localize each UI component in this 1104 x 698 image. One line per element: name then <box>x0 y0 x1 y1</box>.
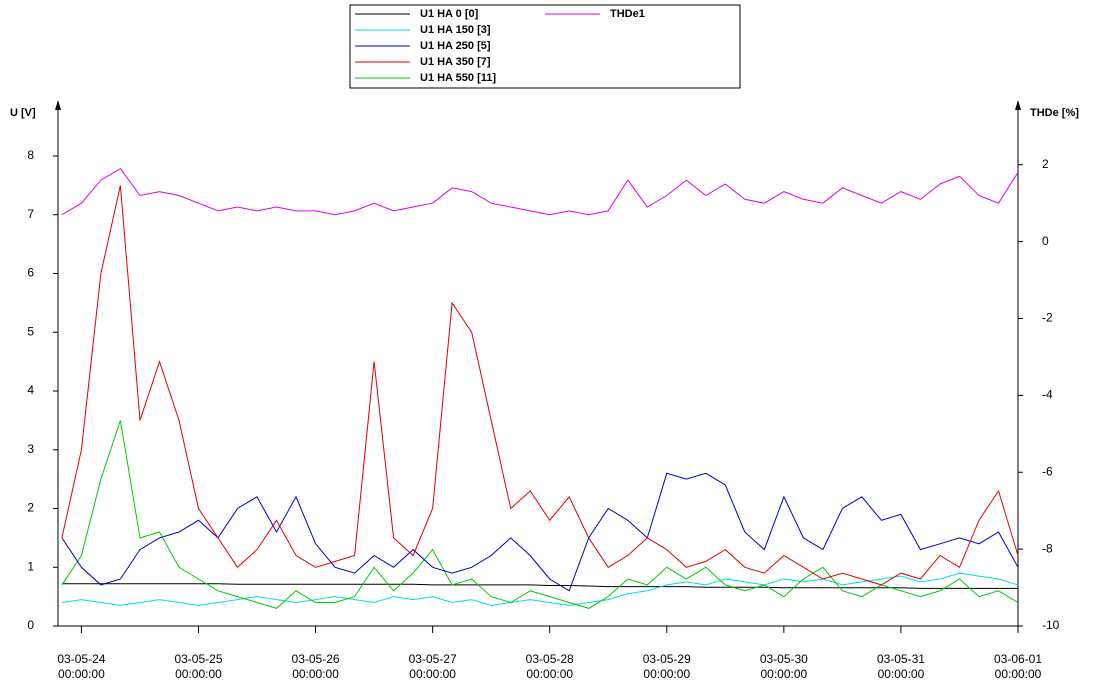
y2-tick-label: 0 <box>1042 234 1049 248</box>
x-tick-label: 03-05-31 00:00:00 <box>876 652 925 681</box>
legend-label: U1 HA 250 [5] <box>420 40 491 52</box>
x-tick-label: 03-06-01 00:00:00 <box>993 652 1043 681</box>
y2-tick-label: -2 <box>1042 311 1053 325</box>
x-tick-label: 03-05-29 00:00:00 <box>642 652 691 681</box>
x-tick-label: 03-05-24 00:00:00 <box>57 652 106 681</box>
x-tick-label: 03-05-28 00:00:00 <box>525 652 574 681</box>
y2-tick-label: -4 <box>1042 388 1053 402</box>
y2-tick-label: -10 <box>1042 618 1060 632</box>
y2-tick-label: 2 <box>1042 157 1049 171</box>
series-line <box>61 583 1018 589</box>
series-line <box>61 420 1019 609</box>
y-tick-label: 3 <box>27 442 34 456</box>
x-tick-label: 03-05-27 00:00:00 <box>408 652 457 681</box>
legend-label: THDe1 <box>610 8 645 20</box>
y-tick-label: 8 <box>27 148 34 162</box>
legend-box <box>349 4 741 89</box>
y-axis-arrow <box>55 100 61 110</box>
y2-axis-arrow <box>1015 100 1021 110</box>
y2-axis-title: THDe [%] <box>1030 107 1079 119</box>
legend-label: U1 HA 550 [11] <box>420 72 496 84</box>
y-tick-label: 5 <box>27 324 34 338</box>
legend-label: U1 HA 0 [0] <box>420 8 479 20</box>
series-line <box>61 472 1019 592</box>
y-tick-label: 1 <box>27 559 34 573</box>
y-tick-label: 2 <box>27 501 34 515</box>
x-tick-label: 03-05-25 00:00:00 <box>174 652 223 681</box>
x-tick-label: 03-05-26 00:00:00 <box>291 652 340 681</box>
legend-label: U1 HA 150 [3] <box>420 24 491 36</box>
series-line <box>61 167 1019 216</box>
series-line <box>61 185 1019 586</box>
y-axis-title: U [V] <box>10 107 36 119</box>
legend-label: U1 HA 350 [7] <box>420 56 491 68</box>
x-tick-label: 03-05-30 00:00:00 <box>759 652 808 681</box>
y-tick-label: 0 <box>27 618 34 632</box>
y2-tick-label: -6 <box>1042 464 1053 478</box>
y-tick-label: 4 <box>27 383 34 397</box>
y-tick-label: 7 <box>27 207 34 221</box>
y-tick-label: 6 <box>27 266 34 280</box>
series-line <box>61 572 1019 606</box>
y2-tick-label: -8 <box>1042 541 1053 555</box>
